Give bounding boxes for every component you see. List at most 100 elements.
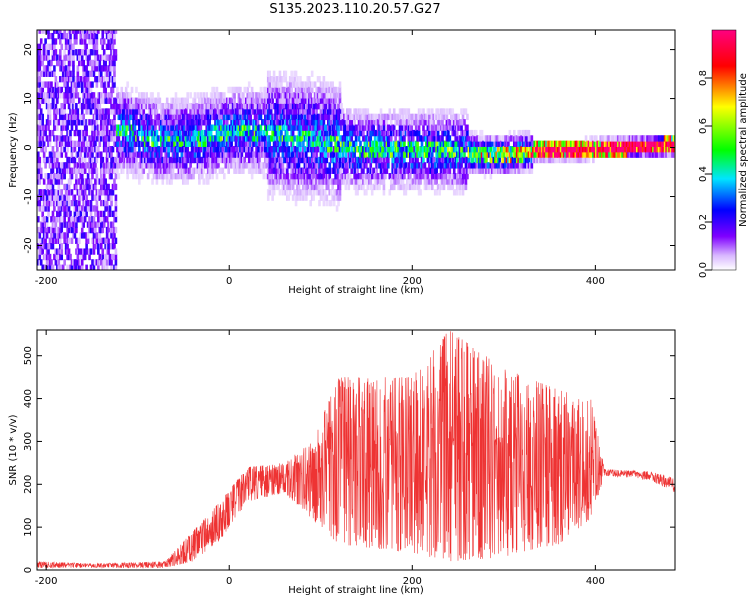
spectrogram-cell	[285, 113, 289, 121]
spectrogram-cell	[120, 156, 124, 164]
spectrogram-cell	[50, 216, 53, 223]
spectrogram-cell	[218, 108, 222, 115]
spectrogram-cell	[428, 113, 431, 121]
spectrogram-cell	[379, 167, 383, 174]
spectrogram-cell	[376, 183, 380, 191]
spectrogram-cell	[545, 146, 548, 153]
spectrogram-cell	[171, 124, 175, 131]
spectrogram-cell	[419, 173, 422, 180]
spectrogram-cell	[447, 162, 450, 169]
spectrogram-cell	[271, 124, 274, 131]
spectrogram-cell	[281, 183, 285, 191]
spectrogram-cell	[261, 135, 264, 142]
spectrogram-cell	[104, 199, 107, 207]
spectrogram-cell	[56, 232, 59, 239]
spectrogram-cell	[239, 124, 242, 131]
spectrogram-cell	[61, 65, 65, 72]
spectrogram-cell	[105, 216, 109, 223]
spectrogram-cell	[38, 119, 42, 126]
spectrogram-cell	[123, 151, 127, 158]
spectrogram-cell	[80, 108, 84, 115]
spectrogram-cell	[231, 124, 235, 131]
spectrogram-cell	[154, 173, 157, 180]
spectrogram-cell	[362, 183, 365, 191]
spectrogram-cell	[310, 140, 314, 147]
spectrogram-cell	[309, 102, 313, 110]
spectrogram-cell	[135, 162, 138, 169]
spectrogram-cell	[132, 167, 135, 174]
spectrogram-cell	[48, 129, 52, 137]
spectrogram-cell	[75, 30, 78, 34]
spectrogram-cell	[259, 97, 263, 104]
spectrogram-cell	[404, 119, 408, 126]
spectrogram-cell	[556, 151, 560, 158]
spectrogram-cell	[47, 140, 50, 147]
spectrogram-cell	[66, 205, 69, 212]
spectrogram-cell	[365, 173, 368, 180]
spectrogram-cell	[564, 146, 567, 153]
spectrogram-cell	[491, 151, 494, 158]
spectrogram-cell	[264, 108, 267, 115]
spectrogram-cell	[193, 156, 197, 164]
spectrogram-cell	[60, 86, 64, 94]
spectrogram-cell	[72, 221, 75, 228]
spectrogram-cell	[76, 65, 80, 72]
spectrogram-cell	[220, 167, 223, 174]
spectrogram-cell	[343, 140, 346, 147]
spectrogram-cell	[116, 151, 119, 158]
spectrogram-cell	[129, 135, 132, 142]
spectrogram-cell	[353, 129, 356, 137]
spectrogram-cell	[411, 156, 415, 164]
spectrogram-cell	[458, 140, 462, 147]
spectrogram-cell	[290, 124, 293, 131]
spectrogram-cell	[587, 151, 591, 158]
spectrogram-cell	[384, 162, 387, 169]
spectrogram-cell	[259, 113, 263, 121]
spectrogram-cell	[303, 119, 307, 126]
spectrogram-cell	[104, 65, 107, 72]
spectrogram-cell	[321, 194, 324, 201]
spectrogram-cell	[297, 162, 301, 169]
spectrogram-cell	[42, 194, 46, 201]
spectrogram-cell	[243, 102, 247, 110]
spectrogram-cell	[542, 140, 545, 147]
spectrogram-cell	[225, 129, 229, 137]
spectrogram-cell	[252, 135, 255, 142]
spectrogram-cell	[287, 151, 291, 158]
spectrogram-cell	[562, 146, 566, 153]
spectrogram-cell	[113, 140, 116, 147]
spectrogram-cell	[501, 162, 504, 169]
spectrogram-cell	[56, 199, 59, 207]
spectrogram-cell	[247, 102, 251, 110]
spectrogram-cell	[130, 140, 134, 147]
spectrogram-cell	[158, 173, 162, 180]
spectrogram-cell	[180, 124, 184, 131]
spectrogram-cell	[515, 151, 519, 158]
spectrogram-cell	[104, 30, 107, 34]
spectrogram-cell	[61, 124, 65, 131]
spectrogram-cell	[425, 146, 428, 153]
spectrogram-cell	[343, 156, 346, 164]
spectrogram-cell	[135, 86, 138, 94]
spectrogram-cell	[120, 113, 124, 121]
spectrogram-cell	[344, 151, 348, 158]
spectrogram-cell	[214, 97, 217, 104]
spectrogram-cell	[488, 146, 491, 153]
spectrogram-cell	[265, 102, 269, 110]
spectrogram-cell	[138, 151, 141, 158]
spectrogram-cell	[285, 108, 289, 115]
spectrogram-cell	[470, 146, 474, 153]
spectrogram-cell	[548, 146, 551, 153]
spectrogram-cell	[234, 108, 238, 115]
spectrogram-cell	[239, 151, 242, 158]
spectrogram-cell	[221, 167, 225, 174]
spectrogram-cell	[157, 119, 160, 126]
spectrogram-cell	[619, 135, 623, 142]
spectrogram-cell	[602, 151, 605, 158]
spectrogram-cell	[436, 108, 440, 115]
spectrogram-cell	[593, 135, 597, 142]
spectrogram-cell	[158, 113, 162, 121]
spectrogram-cell	[387, 162, 390, 169]
spectrogram-cell	[284, 178, 288, 185]
spectrogram-cell	[114, 264, 118, 270]
